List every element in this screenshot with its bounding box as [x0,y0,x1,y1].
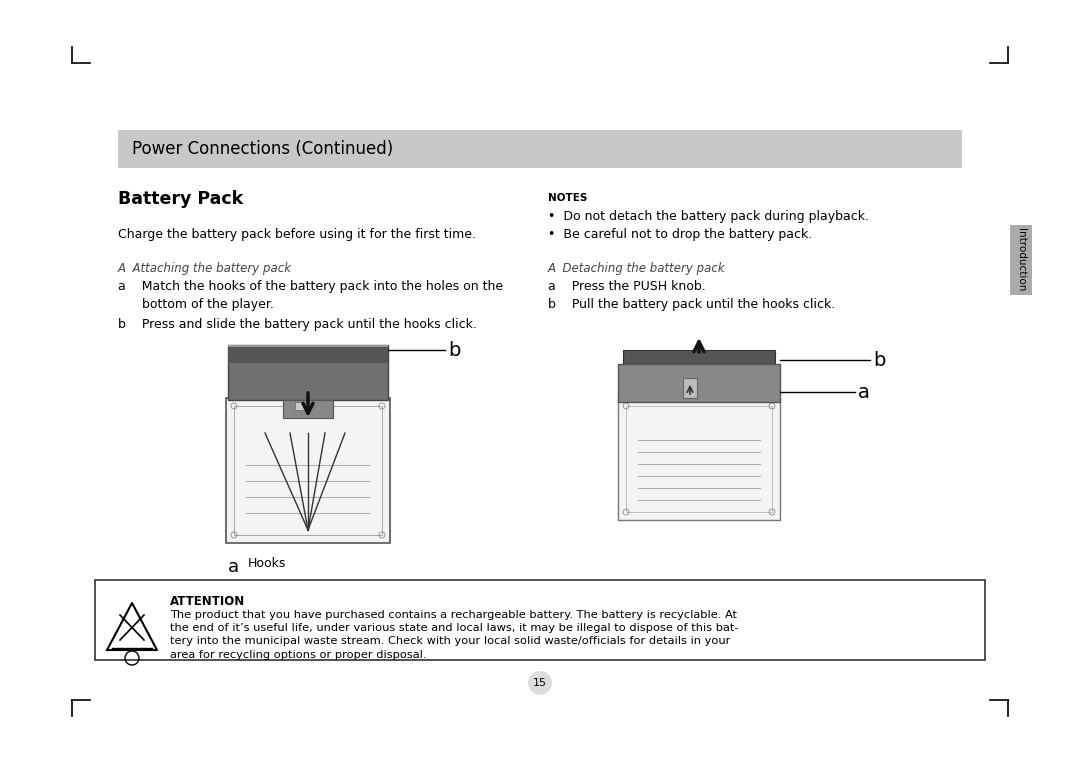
Text: Charge the battery pack before using it for the first time.: Charge the battery pack before using it … [118,228,476,241]
Text: Battery Pack: Battery Pack [118,190,243,208]
Bar [623,350,775,364]
Bar [118,130,962,168]
Bar [228,345,388,347]
Text: Power Connections (Continued): Power Connections (Continued) [132,140,393,158]
Text: b: b [448,340,460,359]
Text: •  Do not detach the battery pack during playback.: • Do not detach the battery pack during … [548,210,869,223]
Text: a    Press the PUSH knob.: a Press the PUSH knob. [548,280,705,293]
Bar [95,580,985,660]
Text: bottom of the player.: bottom of the player. [118,298,274,311]
Text: A  Detaching the battery pack: A Detaching the battery pack [548,262,726,275]
Text: Hooks: Hooks [248,557,286,570]
Text: b    Press and slide the battery pack until the hooks click.: b Press and slide the battery pack until… [118,318,477,331]
Bar [228,345,388,363]
Text: The product that you have purchased contains a rechargeable battery. The battery: The product that you have purchased cont… [170,610,739,659]
Text: b: b [873,350,886,369]
Text: a: a [858,382,869,401]
Text: ATTENTION: ATTENTION [170,595,245,608]
Bar [626,406,772,512]
Bar [1010,225,1032,295]
Text: •  Be careful not to drop the battery pack.: • Be careful not to drop the battery pac… [548,228,812,241]
Bar [683,378,697,398]
Text: Introduction: Introduction [1016,228,1026,291]
Text: NOTES: NOTES [548,193,588,203]
Bar [283,400,333,418]
Bar [295,402,305,410]
Circle shape [528,671,552,695]
Bar [234,406,382,535]
Text: a    Match the hooks of the battery pack into the holes on the: a Match the hooks of the battery pack in… [118,280,503,293]
Text: a: a [228,558,239,576]
Text: 15: 15 [534,678,546,688]
Text: A  Attaching the battery pack: A Attaching the battery pack [118,262,292,275]
Bar [618,398,780,520]
Text: b    Pull the battery pack until the hooks click.: b Pull the battery pack until the hooks … [548,298,835,311]
Bar [228,345,388,400]
Bar [618,364,780,402]
Bar [226,398,390,543]
